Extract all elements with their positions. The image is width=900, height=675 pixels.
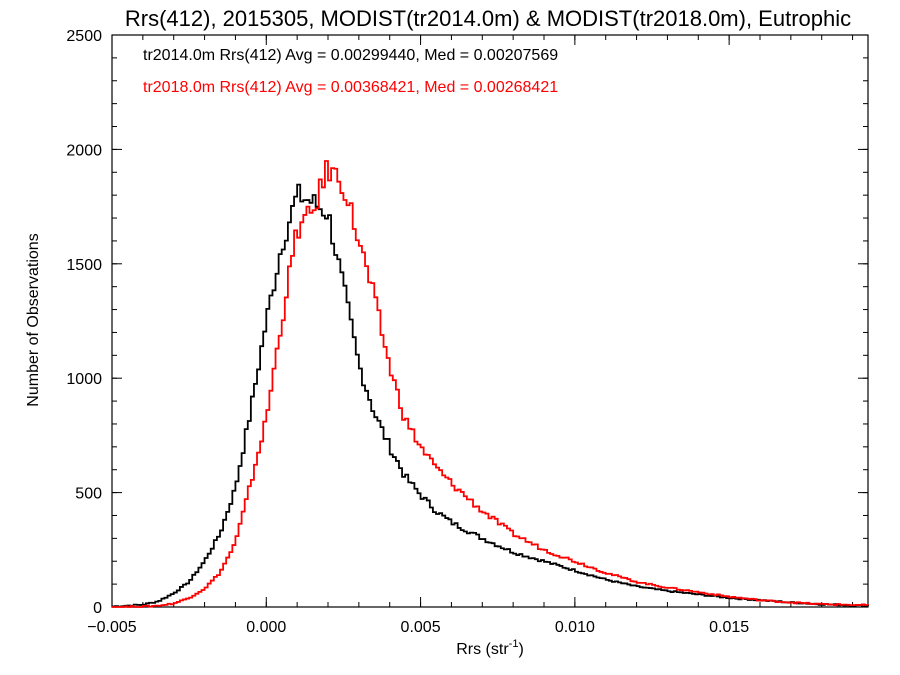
y-tick-label: 500 [75, 486, 102, 503]
axis-ticks [111, 34, 868, 608]
x-axis-label-main: Rrs (str [456, 641, 509, 658]
series-line-1 [112, 183, 869, 608]
legend-entry-1: tr2014.0m Rrs(412) Avg = 0.00299440, Med… [143, 47, 558, 64]
y-tick-label: 1500 [66, 257, 102, 274]
x-tick-label: 0.015 [709, 619, 749, 636]
series-layer [112, 160, 869, 608]
x-axis-label-close: ) [518, 641, 523, 658]
x-tick-label: 0.000 [246, 619, 286, 636]
x-tick-label: −0.005 [87, 619, 136, 636]
x-axis-label: Rrs (str-1) [456, 638, 524, 658]
x-axis-label-superscript: -1 [509, 638, 519, 650]
y-axis-label: Number of Observations [25, 233, 42, 406]
series-line-2 [112, 160, 869, 608]
y-tick-label: 2000 [66, 142, 102, 159]
y-tick-label: 0 [93, 600, 102, 617]
y-tick-label: 1000 [66, 371, 102, 388]
y-tick-label: 2500 [66, 28, 102, 45]
x-tick-label: 0.005 [401, 619, 441, 636]
legend-entry-2: tr2018.0m Rrs(412) Avg = 0.00368421, Med… [143, 79, 558, 96]
x-tick-label: 0.010 [555, 619, 595, 636]
plot-frame [111, 34, 869, 608]
x-tick-labels: −0.005 0.000 0.005 0.010 0.015 [87, 619, 749, 636]
chart-title: Rrs(412), 2015305, MODIST(tr2014.0m) & M… [125, 6, 851, 31]
y-tick-labels: 0 500 1000 1500 2000 2500 [66, 28, 102, 617]
